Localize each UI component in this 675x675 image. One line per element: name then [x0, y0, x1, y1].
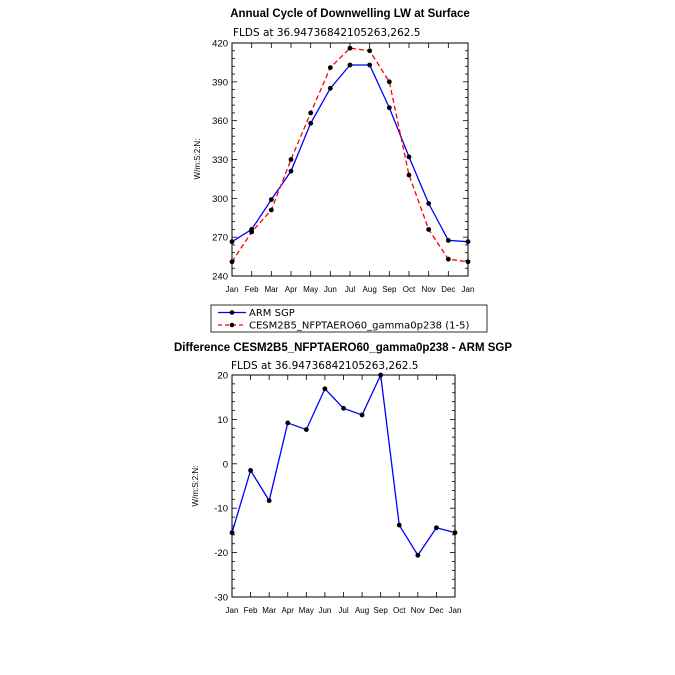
chart2-series-0-point — [415, 552, 421, 558]
chart1-frame — [231, 42, 469, 277]
chart2-ytick-label: -30 — [214, 593, 228, 604]
chart1-series-1-point — [347, 45, 353, 51]
chart1-series-1-point — [426, 227, 432, 232]
chart2-xtick-label: Feb — [244, 606, 258, 615]
legend-marker-cesm — [229, 322, 235, 328]
chart1-ytick-label: 420 — [212, 39, 228, 50]
chart2-xtick-label: Dec — [429, 606, 443, 615]
chart2-xtick-label: Jun — [318, 606, 331, 615]
chart1-series-0-point — [288, 168, 294, 174]
legend-label-cesm: CESM2B5_NFPTAERO60_gamma0p238 (1-5) — [249, 321, 469, 332]
chart2-xtick-label: May — [299, 606, 314, 615]
chart1-series-0-point — [308, 120, 314, 126]
chart1-series-0-point — [268, 197, 274, 203]
chart1-ytick-label: 390 — [212, 77, 228, 88]
chart2-xtick-label: Jan — [449, 606, 462, 615]
chart2-series-0-point — [359, 412, 365, 418]
legend-box — [210, 304, 488, 333]
chart2-ylabel: W/m:S:2:N: — [191, 466, 200, 507]
chart1-series-1-point — [288, 157, 294, 162]
chart2-series-0-point — [434, 525, 439, 531]
chart1-xtick-label: Mar — [264, 285, 278, 294]
chart2-plot: -30 -20 -10 0 10 20 Jan Feb Mar Apr May Jun Jul Aug Se… — [214, 371, 461, 616]
chart1-ytick-label: 300 — [212, 194, 228, 205]
chart1-series-1-point — [465, 259, 471, 265]
chart2-xtick-label: Apr — [282, 606, 295, 615]
chart2-xtick-label: Jan — [226, 606, 239, 615]
chart1-series-1-point — [445, 256, 451, 262]
chart2-series-0-point — [452, 530, 458, 536]
chart1-series-1-point — [249, 229, 255, 235]
chart2-series-0-point — [341, 405, 346, 411]
chart1-xtick-label: Oct — [403, 285, 416, 294]
chart1-xtick-label: May — [303, 285, 318, 294]
chart1-series-1-point — [327, 65, 333, 70]
chart1-xtick-label: Apr — [285, 285, 298, 294]
chart2-series-0-point — [378, 372, 384, 378]
chart1-legend: ARM SGP CESM2B5_NFPTAERO60_gamma0p238 (1… — [210, 304, 488, 333]
chart2-series-line-0 — [231, 372, 456, 557]
chart1-series-1-point — [367, 48, 373, 54]
chart1-series-1-point — [229, 259, 235, 265]
chart1-xtick-label: Feb — [245, 285, 259, 294]
chart2-xtick-label: Oct — [393, 606, 406, 615]
chart1-xtick-label: Dec — [441, 285, 455, 294]
chart1-series-0-point — [445, 238, 451, 243]
chart1-xtick-label: Jun — [324, 285, 337, 294]
chart2-ytick-label: -10 — [214, 504, 228, 515]
chart2-series-0-point — [322, 386, 328, 392]
chart1-series-0-point — [347, 62, 353, 68]
chart2-xtick-label: Mar — [262, 606, 276, 615]
chart1-subtitle: FLDS at 36.94736842105263,262.5 — [233, 27, 421, 39]
chart1-series-line-1 — [231, 47, 469, 263]
legend-marker-arm-sgp — [229, 310, 235, 315]
chart2-ytick-label: 10 — [217, 415, 228, 426]
chart2-series-0-point — [396, 522, 402, 528]
chart1-ytick-label: 330 — [212, 155, 228, 166]
chart1-xtick-label: Jan — [462, 285, 475, 294]
chart1-series-0-point — [327, 85, 333, 91]
chart2-xtick-label: Aug — [355, 606, 369, 615]
chart1-series-0-point — [426, 201, 432, 206]
chart1-title: Annual Cycle of Downwelling LW at Surfac… — [230, 8, 470, 20]
chart1-xtick-label: Jan — [226, 285, 239, 294]
chart1-series-1-point — [308, 110, 314, 116]
chart1-plot: 240 270 300 330 360 390 420 Jan Feb Mar Apr May Jun J… — [212, 39, 474, 295]
chart2-xtick-label: Jul — [338, 606, 348, 615]
chart1-ytick-label: 360 — [212, 116, 228, 127]
chart2-series-0-point — [248, 468, 253, 473]
chart1-series-1-point — [268, 207, 274, 213]
chart1-ylabel: W/m:S:2:N: — [193, 139, 202, 180]
chart1-xtick-label: Jul — [345, 285, 355, 294]
chart2-ytick-label: 20 — [217, 371, 228, 382]
chart1-xtick-label: Nov — [422, 285, 436, 294]
chart2-subtitle: FLDS at 36.94736842105263,262.5 — [231, 360, 419, 372]
chart2-xtick-label: Sep — [374, 606, 389, 615]
chart1-series-0-point — [386, 105, 392, 111]
chart1-ytick-label: 240 — [212, 272, 228, 283]
chart2-series-0-point — [229, 530, 235, 536]
chart1-xtick-label: Aug — [363, 285, 377, 294]
chart1-series-0-point — [367, 62, 373, 68]
chart2-series-0-point — [266, 498, 272, 504]
chart2-series-0-point — [285, 420, 291, 426]
chart2-title: Difference CESM2B5_NFPTAERO60_gamma0p238… — [174, 342, 512, 354]
chart2-ytick-label: 0 — [223, 459, 228, 470]
chart1-xtick-label: Sep — [382, 285, 397, 294]
chart1-ytick-label: 270 — [212, 233, 228, 244]
chart1-series-1-point — [406, 172, 412, 178]
chart1-series-0-point — [229, 239, 235, 245]
legend-label-arm-sgp: ARM SGP — [249, 308, 295, 319]
chart2-series-0-point — [303, 427, 309, 433]
chart2-ytick-label: -20 — [214, 548, 228, 559]
chart1-series-0-point — [406, 154, 412, 160]
chart1-series-1-point — [386, 79, 392, 85]
chart1-series-0-point — [465, 239, 471, 245]
chart2-xtick-label: Nov — [411, 606, 425, 615]
